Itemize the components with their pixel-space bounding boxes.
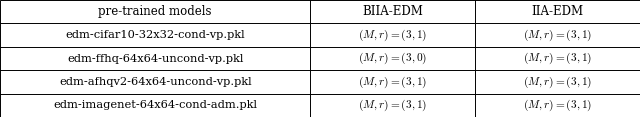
Text: BIIA-EDM: BIIA-EDM (362, 5, 423, 18)
Text: IIA-EDM: IIA-EDM (531, 5, 584, 18)
Text: $(M, r) = (3, 1)$: $(M, r) = (3, 1)$ (358, 98, 428, 113)
Text: $(M, r) = (3, 1)$: $(M, r) = (3, 1)$ (523, 27, 592, 43)
Text: $(M, r) = (3, 0)$: $(M, r) = (3, 0)$ (358, 51, 428, 66)
Text: $(M, r) = (3, 1)$: $(M, r) = (3, 1)$ (523, 98, 592, 113)
Text: $(M, r) = (3, 1)$: $(M, r) = (3, 1)$ (358, 74, 428, 90)
Text: pre-trained models: pre-trained models (99, 5, 212, 18)
Text: edm-afhqv2-64x64-uncond-vp.pkl: edm-afhqv2-64x64-uncond-vp.pkl (59, 77, 252, 87)
Text: edm-cifar10-32x32-cond-vp.pkl: edm-cifar10-32x32-cond-vp.pkl (65, 30, 245, 40)
Text: edm-imagenet-64x64-cond-adm.pkl: edm-imagenet-64x64-cond-adm.pkl (53, 100, 257, 110)
Text: $(M, r) = (3, 1)$: $(M, r) = (3, 1)$ (523, 74, 592, 90)
Text: $(M, r) = (3, 1)$: $(M, r) = (3, 1)$ (523, 51, 592, 66)
Text: $(M, r) = (3, 1)$: $(M, r) = (3, 1)$ (358, 27, 428, 43)
Text: edm-ffhq-64x64-uncond-vp.pkl: edm-ffhq-64x64-uncond-vp.pkl (67, 53, 243, 64)
